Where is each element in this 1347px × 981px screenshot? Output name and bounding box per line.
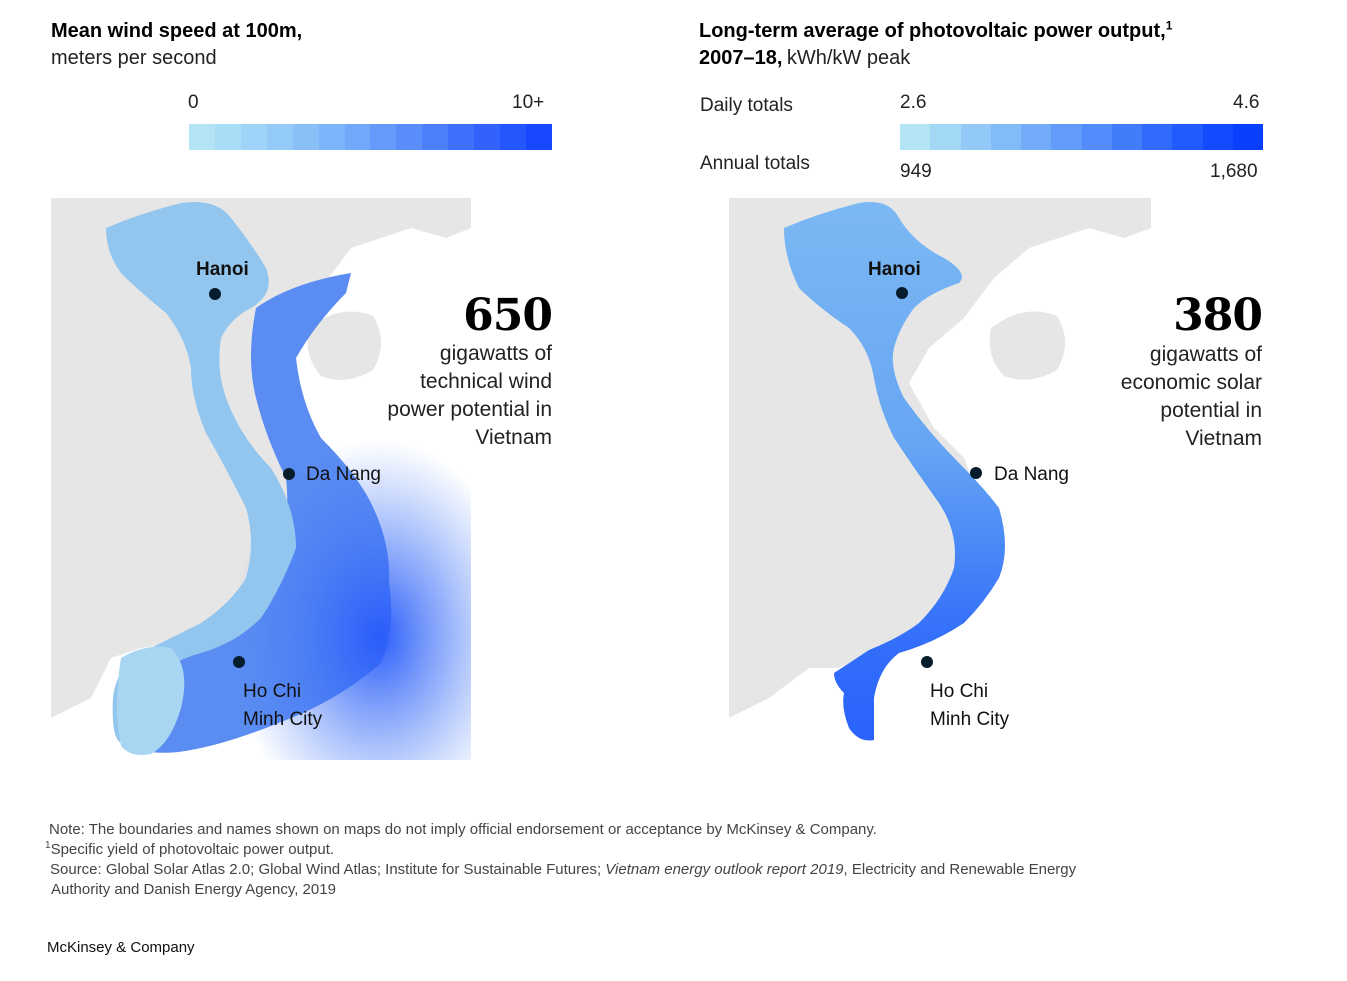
solar-color-scale xyxy=(900,124,1263,150)
note-source: Source: Global Solar Atlas 2.0; Global W… xyxy=(50,860,1289,880)
wind-title: Mean wind speed at 100m, xyxy=(51,20,303,42)
solar-map xyxy=(729,198,1151,741)
solar-desc-line: gigawatts of xyxy=(1149,343,1262,366)
solar-annual-label: Annual totals xyxy=(700,153,810,174)
wind-desc-line: Vietnam xyxy=(475,426,552,449)
notes: Note: The boundaries and names shown on … xyxy=(45,820,1289,900)
scale-segment xyxy=(1021,124,1052,150)
scale-segment xyxy=(1172,124,1203,150)
wind-color-scale xyxy=(189,124,552,150)
wind-big-number: 650 xyxy=(463,290,553,341)
scale-segment xyxy=(344,124,371,150)
scale-segment xyxy=(214,124,241,150)
note-footnote-text: Specific yield of photovoltaic power out… xyxy=(50,841,335,858)
note-disclaimer: Note: The boundaries and names shown on … xyxy=(49,821,877,838)
southwest-sea xyxy=(117,646,185,755)
solar-city-danang-dot xyxy=(970,467,982,479)
solar-city-hcmc-label-2: Minh City xyxy=(930,709,1010,730)
vietnam-land xyxy=(784,202,1005,741)
wind-city-hanoi-dot xyxy=(209,288,221,300)
wind-scale-min: 0 xyxy=(188,92,199,113)
scale-segment xyxy=(990,124,1021,150)
wind-subtitle: meters per second xyxy=(51,47,217,69)
vietnam-land xyxy=(106,202,296,743)
solar-title-text: Long-term average of photovoltaic power … xyxy=(699,20,1166,42)
scale-segment xyxy=(1232,124,1263,150)
solar-city-hcmc-dot xyxy=(921,656,933,668)
scale-segment xyxy=(266,124,293,150)
scale-segment xyxy=(525,124,552,150)
solar-desc-line: potential in xyxy=(1160,399,1262,422)
solar-desc-line: economic solar xyxy=(1120,371,1262,394)
scale-segment xyxy=(189,124,215,150)
scale-segment xyxy=(292,124,319,150)
note-footnote: 1Specific yield of photovoltaic power ou… xyxy=(45,840,1289,860)
solar-desc-line: Vietnam xyxy=(1185,427,1262,450)
scale-segment xyxy=(474,124,501,150)
wind-city-danang-dot xyxy=(283,468,295,480)
scale-segment xyxy=(900,124,931,150)
scale-segment xyxy=(1111,124,1142,150)
scale-segment xyxy=(930,124,961,150)
solar-daily-label: Daily totals xyxy=(700,95,793,116)
scale-segment xyxy=(1142,124,1173,150)
wind-city-hcmc-label-2: Minh City xyxy=(243,709,323,730)
solar-city-hcmc-label-1: Ho Chi xyxy=(930,681,989,702)
solar-title-footnote: 1 xyxy=(1165,18,1173,33)
scale-segment xyxy=(396,124,423,150)
note-source-cont: Authority and Danish Energy Agency, 2019 xyxy=(51,881,336,898)
solar-subtitle-unit: kWh/kW peak xyxy=(786,47,911,69)
solar-subtitle: 2007–18, kWh/kW peak xyxy=(699,44,910,72)
wind-desc-line: power potential in xyxy=(387,398,552,421)
wind-scale-max: 10+ xyxy=(512,92,545,113)
wind-description: gigawatts of technical wind power potent… xyxy=(340,340,552,452)
note-source-italic: Vietnam energy outlook report 2019 xyxy=(605,861,844,878)
solar-subtitle-years: 2007–18, xyxy=(699,47,783,69)
solar-annual-max: 1,680 xyxy=(1210,161,1258,182)
solar-annual-min: 949 xyxy=(900,161,932,182)
scale-segment xyxy=(422,124,449,150)
scale-segment xyxy=(448,124,475,150)
solar-daily-min: 2.6 xyxy=(900,92,927,113)
scale-segment xyxy=(370,124,397,150)
scale-segment xyxy=(1081,124,1112,150)
scale-segment xyxy=(960,124,991,150)
note-source-text-2: , Electricity and Renewable Energy xyxy=(843,861,1077,878)
solar-description: gigawatts of economic solar potential in… xyxy=(1050,341,1262,453)
solar-city-danang-label: Da Nang xyxy=(994,464,1069,485)
solar-city-hanoi-dot xyxy=(896,287,908,299)
solar-title: Long-term average of photovoltaic power … xyxy=(699,17,1172,45)
wind-city-hcmc-label-1: Ho Chi xyxy=(243,681,302,702)
wind-desc-line: gigawatts of xyxy=(439,342,552,365)
scale-segment xyxy=(500,124,526,150)
note-source-text: Source: Global Solar Atlas 2.0; Global W… xyxy=(50,861,606,878)
scale-segment xyxy=(318,124,345,150)
wind-map xyxy=(51,198,471,760)
note-footnote-marker: 1 xyxy=(45,840,51,851)
wind-city-hcmc-dot xyxy=(233,656,245,668)
solar-big-number: 380 xyxy=(1173,290,1263,341)
hainan-island xyxy=(989,311,1065,380)
scale-segment xyxy=(240,124,267,150)
scale-segment xyxy=(1202,124,1233,150)
solar-city-hanoi-label: Hanoi xyxy=(868,259,921,280)
solar-daily-max: 4.6 xyxy=(1233,92,1260,113)
footer-brand: McKinsey & Company xyxy=(47,939,195,956)
scale-segment xyxy=(1051,124,1082,150)
wind-city-hanoi-label: Hanoi xyxy=(196,259,249,280)
wind-desc-line: technical wind xyxy=(420,370,552,393)
wind-city-danang-label: Da Nang xyxy=(306,464,381,485)
